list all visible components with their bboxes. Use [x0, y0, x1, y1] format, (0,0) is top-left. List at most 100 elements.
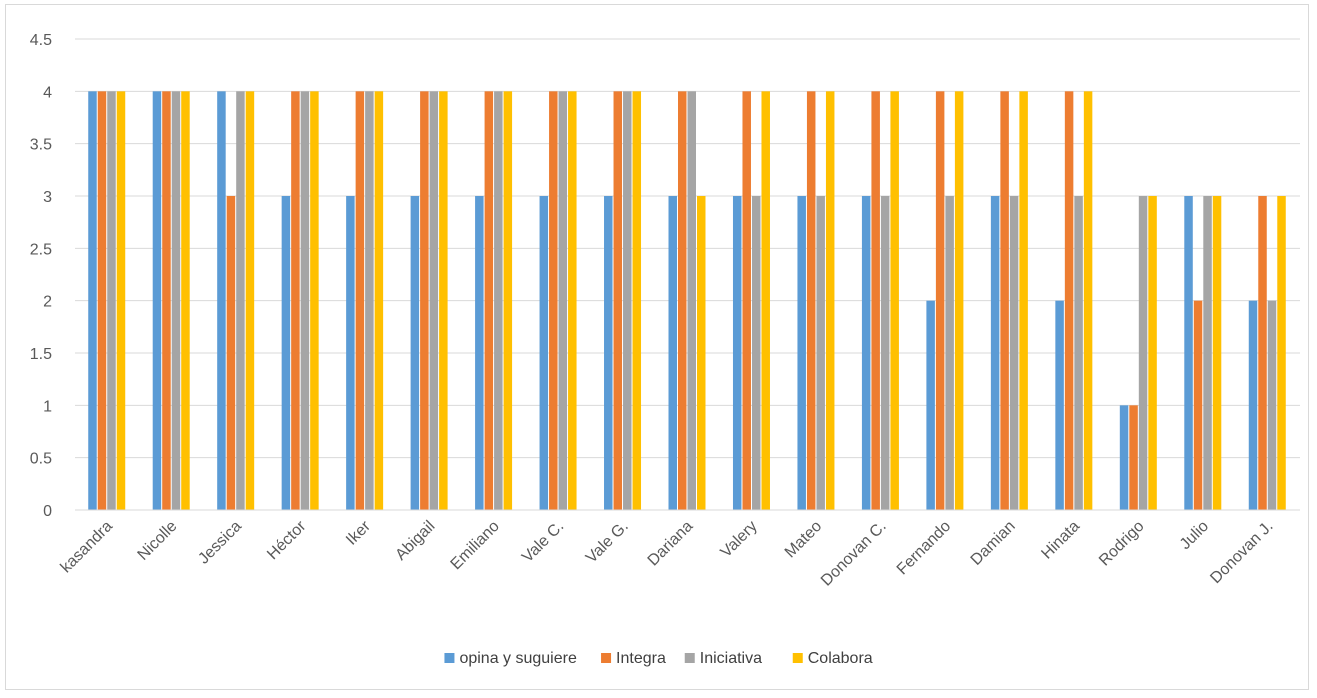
legend-item: opina y suguiere: [444, 650, 577, 667]
x-tick-label: Jessica: [195, 518, 245, 568]
legend-swatch: [601, 653, 612, 663]
bar: [806, 91, 816, 510]
legend-label: opina y suguiere: [459, 650, 577, 667]
bar: [1064, 91, 1074, 510]
y-tick-label: 4.5: [30, 32, 52, 49]
x-tick-label: Fernando: [894, 518, 955, 579]
x-tick-label: Hinata: [1038, 518, 1083, 563]
y-tick-label: 3.5: [30, 137, 52, 154]
bar: [890, 91, 899, 510]
legend-item: Colabora: [792, 650, 873, 667]
bar: [300, 91, 310, 510]
bar: [697, 196, 706, 510]
x-tick-label: kasandra: [57, 518, 116, 577]
bar: [107, 91, 116, 510]
y-tick-label: 2: [43, 294, 52, 311]
bar: [613, 91, 623, 510]
bar: [1000, 91, 1009, 510]
bar: [374, 91, 384, 510]
x-tick-label: Nicolle: [135, 518, 181, 564]
bar: [1203, 196, 1212, 510]
bar: [475, 196, 484, 510]
x-tick-label: Valery: [718, 518, 761, 561]
bar: [990, 196, 1000, 510]
bar: [346, 196, 355, 510]
bar: [568, 91, 577, 510]
legend-label: Integra: [616, 650, 666, 667]
bar: [861, 196, 871, 510]
x-tick-label: Donovan C.: [818, 518, 890, 590]
x-tick-label: Emiliano: [447, 518, 502, 573]
bar: [291, 91, 300, 510]
bar: [1148, 196, 1157, 510]
x-tick-label: Iker: [343, 517, 374, 548]
bar: [926, 300, 935, 510]
bar: [88, 91, 97, 510]
bar: [439, 91, 448, 510]
bar: [539, 196, 549, 510]
bar: [1019, 91, 1028, 510]
y-tick-label: 1: [43, 398, 52, 415]
bar: [152, 91, 162, 510]
bar: [310, 91, 319, 510]
bar: [245, 91, 255, 510]
bar: [494, 91, 503, 510]
bar: [871, 91, 880, 510]
bar: [945, 196, 954, 510]
x-tick-label: Abigail: [392, 518, 438, 564]
x-tick-label: Vale G.: [583, 518, 632, 567]
x-tick-label: Mateo: [782, 518, 826, 562]
x-tick-label: Héctor: [264, 517, 310, 563]
x-tick-label: Julio: [1177, 518, 1212, 553]
bar: [429, 91, 439, 510]
bar: [162, 91, 171, 510]
legend-item: Iniciativa: [684, 650, 762, 667]
legend-label: Iniciativa: [700, 650, 762, 667]
x-tick-label: Vale C.: [519, 518, 567, 566]
x-tick-label: Donovan J.: [1207, 518, 1276, 587]
x-tick-label: Dariana: [645, 518, 697, 570]
bar: [880, 196, 890, 510]
bar: [954, 91, 964, 510]
bar: [1009, 196, 1019, 510]
x-tick-label: Rodrigo: [1096, 518, 1148, 570]
bar: [1055, 300, 1064, 510]
y-tick-label: 0.5: [30, 451, 52, 468]
bar: [1277, 196, 1286, 510]
bar: [1119, 405, 1129, 510]
bar: [825, 91, 835, 510]
bar: [668, 196, 677, 510]
bar: [732, 196, 742, 510]
legend-label: Colabora: [808, 650, 873, 667]
bar: [751, 196, 761, 510]
bar: [217, 91, 226, 510]
y-axis: 0 0.5 1 1.5 2 2.5 3 3.5 4 4.5: [30, 32, 52, 520]
bars: [88, 91, 1286, 510]
bar: [1129, 405, 1138, 510]
bar: [355, 91, 365, 510]
bar: [503, 91, 513, 510]
bar: [935, 91, 945, 510]
bar: [484, 91, 494, 510]
bar: [1193, 300, 1203, 510]
y-tick-label: 1.5: [30, 346, 52, 363]
bar: [797, 196, 806, 510]
legend-swatch: [444, 653, 455, 663]
y-tick-label: 2.5: [30, 241, 52, 258]
bar: [365, 91, 374, 510]
y-tick-label: 0: [43, 503, 52, 520]
bar: [281, 196, 291, 510]
bar: [410, 196, 420, 510]
bar: [1258, 196, 1267, 510]
bar: [226, 196, 236, 510]
bar: [549, 91, 558, 510]
bar: [687, 91, 696, 510]
bar: [1184, 196, 1193, 510]
bar: [1267, 300, 1277, 510]
bar: [1212, 196, 1222, 510]
bar: [97, 91, 107, 510]
bar: [171, 91, 181, 510]
legend-item: Integra: [601, 650, 666, 667]
legend: opina y suguiere Integra Iniciativa Colabor…: [444, 650, 873, 667]
